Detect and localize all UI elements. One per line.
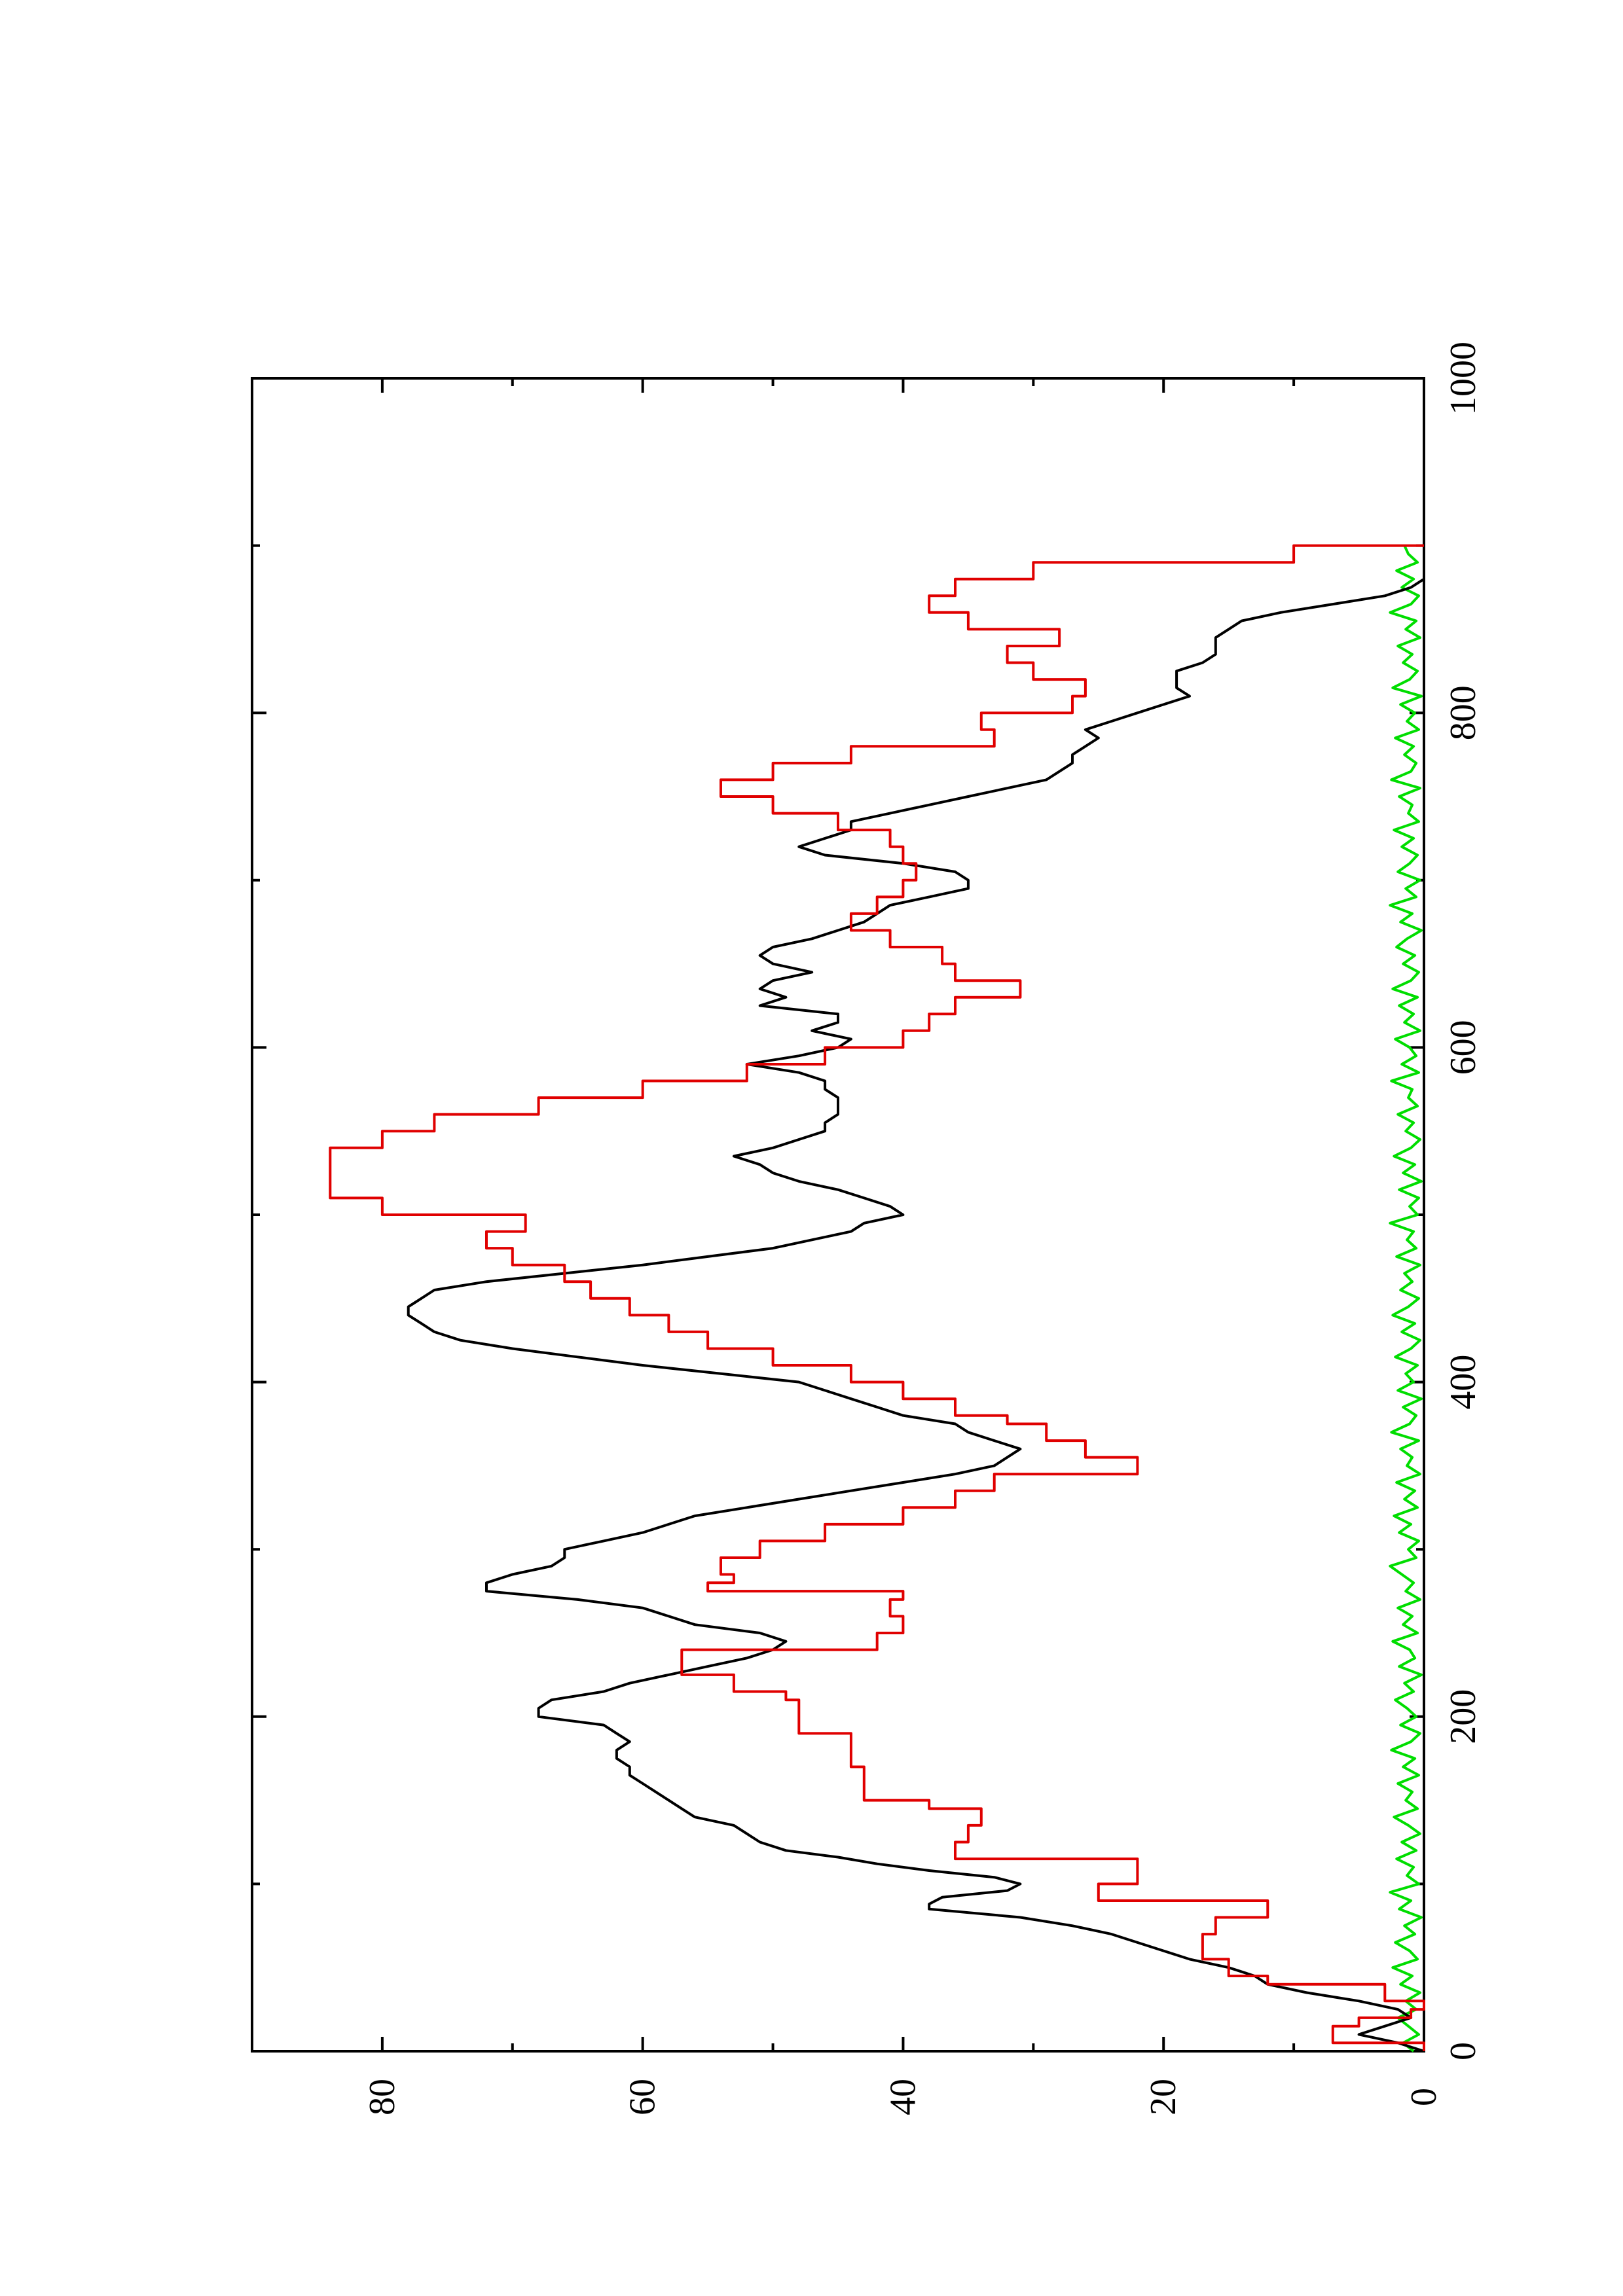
series-line-2 xyxy=(1389,545,1423,2053)
axis-tick-labels: 0 200 400 600 800 1000 0 20 40 60 80 xyxy=(362,342,1484,2115)
series-line-0 xyxy=(407,545,1425,2053)
x-tick-label: 400 xyxy=(1443,1355,1484,1410)
y-tick-label: 0 xyxy=(1404,2088,1444,2106)
y-tick-label: 80 xyxy=(362,2079,403,2115)
x-tick-label: 600 xyxy=(1443,1020,1484,1075)
axis-ticks xyxy=(251,377,1425,2053)
series-line-1 xyxy=(329,544,1425,2051)
x-tick-label: 800 xyxy=(1443,685,1484,740)
x-tick-label: 1000 xyxy=(1443,342,1484,415)
x-tick-label: 0 xyxy=(1443,2042,1484,2060)
y-tick-label: 60 xyxy=(623,2079,663,2115)
y-tick-label: 40 xyxy=(883,2079,923,2115)
x-tick-label: 200 xyxy=(1443,1689,1484,1744)
series-group xyxy=(329,544,1425,2053)
y-tick-label: 20 xyxy=(1143,2079,1184,2115)
